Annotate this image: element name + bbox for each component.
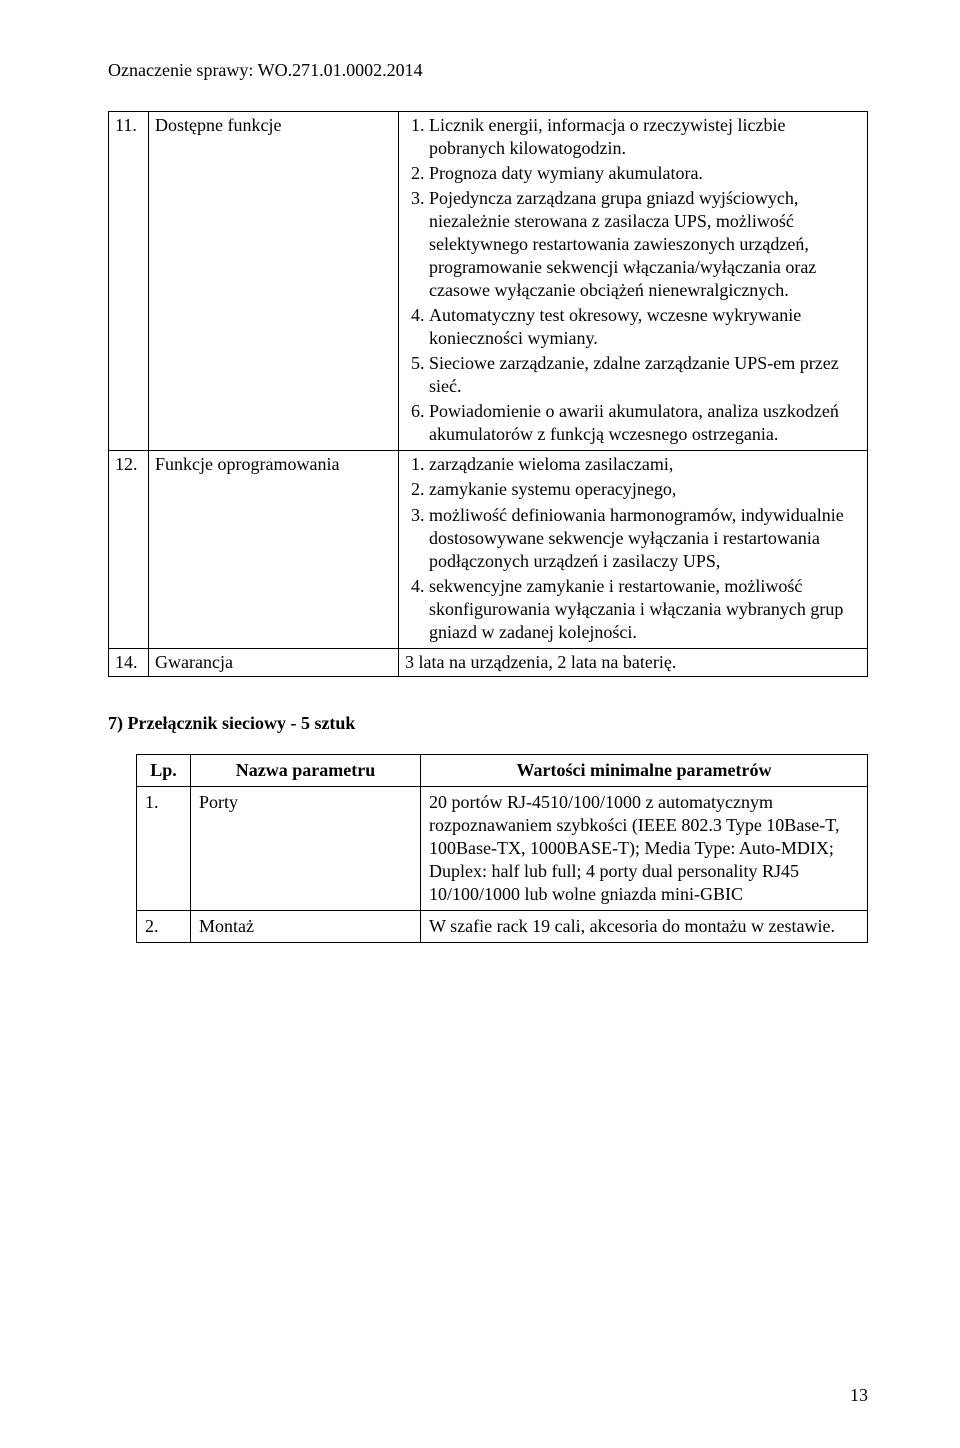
feature-list: Licznik energii, informacja o rzeczywist… [405,114,861,446]
parameter-name: Funkcje oprogramowania [149,451,399,648]
table-row: 2. Montaż W szafie rack 19 cali, akcesor… [137,910,868,942]
parameter-value: zarządzanie wieloma zasilaczami, zamykan… [399,451,868,648]
table-row: 14. Gwarancja 3 lata na urządzenia, 2 la… [109,648,868,676]
parameter-name: Porty [191,786,421,910]
col-header-param: Nazwa parametru [191,754,421,786]
parameter-value: Licznik energii, informacja o rzeczywist… [399,112,868,451]
col-header-lp: Lp. [137,754,191,786]
list-item: zamykanie systemu operacyjnego, [429,478,861,501]
table-header-row: Lp. Nazwa parametru Wartości minimalne p… [137,754,868,786]
list-item: Pojedyncza zarządzana grupa gniazd wyjśc… [429,187,861,302]
parameter-name: Dostępne funkcje [149,112,399,451]
list-item: Sieciowe zarządzanie, zdalne zarządzanie… [429,352,861,398]
row-number: 12. [109,451,149,648]
list-item: Automatyczny test okresowy, wczesne wykr… [429,304,861,350]
list-item: sekwencyjne zamykanie i restartowanie, m… [429,575,861,644]
row-number: 11. [109,112,149,451]
specs-table-2: Lp. Nazwa parametru Wartości minimalne p… [136,754,868,943]
table-2-container: Lp. Nazwa parametru Wartości minimalne p… [108,754,868,943]
row-number: 2. [137,910,191,942]
list-item: Prognoza daty wymiany akumulatora. [429,162,861,185]
table-row: 1. Porty 20 portów RJ-4510/100/1000 z au… [137,786,868,910]
parameter-value: 3 lata na urządzenia, 2 lata na baterię. [399,648,868,676]
page: Oznaczenie sprawy: WO.271.01.0002.2014 1… [0,0,960,1448]
list-item: możliwość definiowania harmonogramów, in… [429,504,861,573]
specs-table-1: 11. Dostępne funkcje Licznik energii, in… [108,111,868,677]
row-number: 1. [137,786,191,910]
section-title: 7) Przełącznik sieciowy - 5 sztuk [108,713,868,734]
parameter-value: 20 portów RJ-4510/100/1000 z automatyczn… [421,786,868,910]
list-item: Licznik energii, informacja o rzeczywist… [429,114,861,160]
parameter-name: Montaż [191,910,421,942]
page-number: 13 [850,1385,868,1406]
table-row: 11. Dostępne funkcje Licznik energii, in… [109,112,868,451]
parameter-value: W szafie rack 19 cali, akcesoria do mont… [421,910,868,942]
table-row: 12. Funkcje oprogramowania zarządzanie w… [109,451,868,648]
list-item: zarządzanie wieloma zasilaczami, [429,453,861,476]
feature-list: zarządzanie wieloma zasilaczami, zamykan… [405,453,861,643]
col-header-value: Wartości minimalne parametrów [421,754,868,786]
parameter-name: Gwarancja [149,648,399,676]
list-item: Powiadomienie o awarii akumulatora, anal… [429,400,861,446]
case-designation: Oznaczenie sprawy: WO.271.01.0002.2014 [108,60,868,81]
row-number: 14. [109,648,149,676]
